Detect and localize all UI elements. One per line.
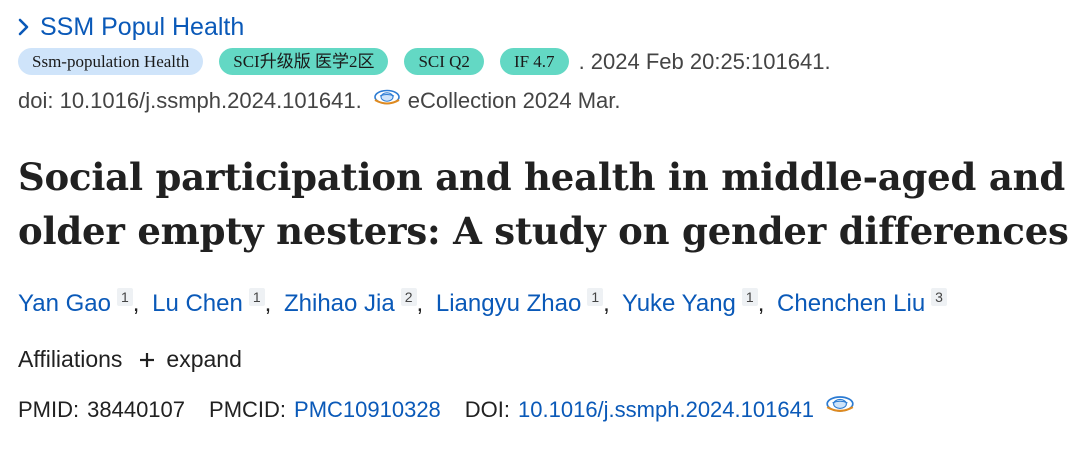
impact-factor-badge[interactable]: IF 4.7 <box>499 48 569 75</box>
sci-zone-badge[interactable]: SCI升级版 医学2区 <box>219 48 389 75</box>
affiliation-ref[interactable]: 2 <box>400 288 417 306</box>
plus-icon[interactable] <box>138 351 156 369</box>
affiliation-ref[interactable]: 1 <box>116 288 133 306</box>
affiliations-label: Affiliations <box>18 346 123 372</box>
affiliation-ref[interactable]: 3 <box>931 288 947 306</box>
affiliation-ref[interactable]: 1 <box>741 288 758 306</box>
chevron-right-icon <box>18 18 29 36</box>
sci-quartile-badge[interactable]: SCI Q2 <box>404 48 484 75</box>
author-link[interactable]: Yan Gao <box>18 290 111 317</box>
citation-date: . 2024 Feb 20:25:101641. <box>578 48 831 74</box>
doi-link[interactable]: 10.1016/j.ssmph.2024.101641 <box>518 397 815 422</box>
badge-row: Ssm-population Health SCI升级版 医学2区 SCI Q2… <box>18 48 831 75</box>
pmcid-label: PMCID: <box>209 397 287 422</box>
author-link[interactable]: Zhihao Jia <box>283 290 395 317</box>
identifiers-row: PMID: 38440107 PMCID: PMC10910328 DOI: 1… <box>18 394 856 426</box>
citation-doi-row: doi: 10.1016/j.ssmph.2024.101641. eColle… <box>18 88 621 114</box>
article-title: Social participation and health in middl… <box>18 155 1069 253</box>
affiliation-ref[interactable]: 1 <box>248 288 265 306</box>
author-link[interactable]: Yuke Yang <box>622 290 736 317</box>
journal-full-name-badge[interactable]: Ssm-population Health <box>18 48 204 75</box>
author-link[interactable]: Liangyu Zhao <box>435 290 582 317</box>
author-link[interactable]: Chenchen Liu <box>777 290 926 317</box>
author-link[interactable]: Lu Chen <box>152 290 243 317</box>
author-list: Yan Gao 1, Lu Chen 1, Zhihao Jia 2, Liangyu… <box>18 288 947 318</box>
affiliation-ref[interactable]: 1 <box>587 288 604 306</box>
pmid-value: 38440107 <box>87 397 186 422</box>
full-text-link-icon[interactable] <box>824 394 856 416</box>
citation-doi: doi: 10.1016/j.ssmph.2024.101641. <box>18 88 362 113</box>
full-text-link-icon[interactable] <box>372 88 402 108</box>
doi-label: DOI: <box>464 397 511 422</box>
pmid-label: PMID: <box>18 397 80 422</box>
journal-row: SSM Popul Health <box>18 12 244 42</box>
journal-link[interactable]: SSM Popul Health <box>40 12 245 41</box>
affiliations-row: Affiliations expand <box>18 346 242 373</box>
ecollection-date: eCollection 2024 Mar. <box>407 88 621 113</box>
expand-affiliations-button[interactable]: expand <box>166 346 242 372</box>
pmcid-link[interactable]: PMC10910328 <box>294 397 441 422</box>
